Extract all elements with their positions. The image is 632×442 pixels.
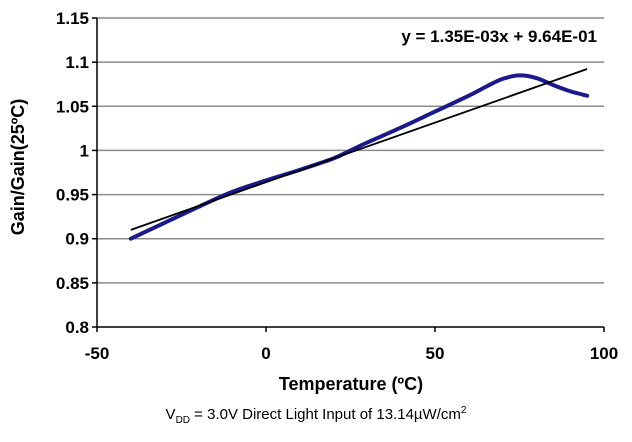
- y-tick-label: 1.05: [56, 97, 89, 116]
- data-series-line: [128, 73, 590, 241]
- x-tick-label: 100: [590, 344, 618, 363]
- series-layer: [128, 68, 590, 241]
- y-tick-label: 0.95: [56, 186, 89, 205]
- x-tick-label: 50: [426, 344, 445, 363]
- caption-v: V: [165, 406, 176, 423]
- axes: [92, 17, 605, 332]
- caption-subscript: DD: [175, 415, 191, 426]
- chart-caption: VDD = 3.0V Direct Light Input of 13.14µW…: [0, 405, 632, 426]
- y-tick-label: 0.8: [65, 318, 89, 337]
- gridlines: [97, 17, 604, 284]
- y-tick-label: 1.1: [65, 53, 89, 72]
- x-axis-title: Temperature (ºC): [279, 374, 423, 394]
- trendline-equation: y = 1.35E-03x + 9.64E-01: [401, 27, 597, 46]
- gain-vs-temperature-chart: 0.8 0.85 0.9 0.95 1 1.05 1.1 1.15 -50 0 50 100 y =…: [8, 9, 618, 394]
- x-tick-label: -50: [85, 344, 110, 363]
- y-axis-title: Gain/Gain(25ºC): [8, 99, 28, 236]
- caption-superscript: 2: [460, 405, 467, 416]
- y-tick-label: 1: [80, 141, 89, 160]
- trendline: [130, 68, 588, 231]
- y-tick-label: 1.15: [56, 9, 89, 28]
- x-tick-labels: -50 0 50 100: [85, 344, 618, 363]
- caption-text: = 3.0V Direct Light Input of 13.14µW/cm: [190, 406, 461, 423]
- y-tick-labels: 0.8 0.85 0.9 0.95 1 1.05 1.1 1.15: [56, 9, 89, 337]
- x-tick-label: 0: [261, 344, 270, 363]
- y-tick-label: 0.9: [65, 230, 89, 249]
- y-tick-label: 0.85: [56, 274, 89, 293]
